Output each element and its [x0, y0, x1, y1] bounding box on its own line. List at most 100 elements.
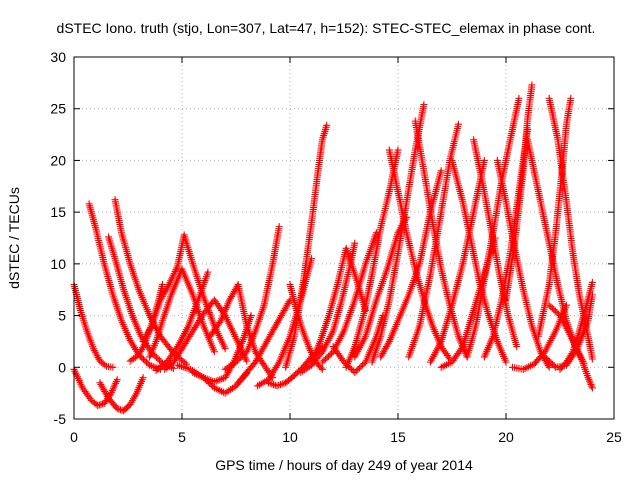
track-marker — [195, 317, 203, 325]
y-tick-label: 10 — [50, 256, 66, 272]
track-marker — [285, 298, 293, 306]
data-point — [329, 327, 337, 335]
track-marker — [186, 332, 194, 340]
data-point — [318, 365, 326, 373]
data-point — [105, 394, 113, 402]
data-point — [282, 363, 290, 371]
data-point — [85, 200, 93, 208]
data-point — [485, 312, 493, 320]
data-point — [232, 334, 240, 342]
data-point — [448, 156, 456, 164]
data-point — [405, 353, 413, 361]
data-point — [470, 306, 478, 314]
data-point — [146, 353, 154, 361]
data-point — [282, 379, 290, 387]
track-marker — [152, 353, 160, 361]
track-marker — [194, 318, 202, 326]
data-point — [226, 296, 234, 304]
data-point — [200, 322, 208, 330]
data-marks — [70, 81, 596, 415]
track-marker — [278, 380, 286, 388]
data-point — [100, 399, 108, 407]
data-point — [254, 382, 262, 390]
data-point — [385, 187, 393, 195]
data-point — [299, 281, 307, 289]
track-marker — [197, 313, 205, 321]
track-marker — [151, 352, 159, 360]
data-point — [178, 265, 186, 273]
data-point — [385, 296, 393, 304]
series-29 — [405, 120, 462, 361]
data-point — [437, 265, 445, 273]
data-point — [411, 146, 419, 154]
track-marker — [238, 352, 246, 360]
data-point — [243, 322, 251, 330]
data-point — [377, 224, 385, 232]
track-marker — [138, 354, 146, 362]
track-marker — [183, 336, 191, 344]
track-marker — [240, 351, 248, 359]
data-point — [189, 260, 197, 268]
series-1 — [70, 365, 121, 410]
track-marker — [187, 331, 195, 339]
data-point — [238, 337, 246, 345]
data-point — [89, 345, 97, 353]
data-point — [109, 291, 117, 299]
data-point — [448, 301, 456, 309]
data-point — [146, 361, 154, 369]
data-point — [234, 281, 242, 289]
data-point — [416, 322, 424, 330]
data-point — [94, 402, 102, 410]
data-point — [426, 270, 434, 278]
track-marker — [216, 318, 224, 326]
track-marker — [445, 353, 453, 361]
track-marker — [81, 388, 89, 396]
track-marker — [172, 344, 180, 352]
data-point — [351, 343, 359, 351]
y-tick-label: -5 — [54, 411, 67, 427]
data-point — [243, 357, 251, 365]
track-marker — [82, 389, 90, 397]
data-point — [169, 364, 177, 372]
series-28 — [385, 146, 454, 363]
data-point — [416, 260, 424, 268]
data-point — [247, 312, 255, 320]
y-tick-label: 25 — [50, 101, 66, 117]
series-30 — [411, 117, 471, 361]
data-point — [403, 229, 411, 237]
data-point — [135, 351, 143, 359]
data-point — [221, 389, 229, 397]
track-marker — [93, 352, 101, 360]
track-marker — [192, 322, 200, 330]
track-marker — [261, 363, 269, 371]
data-point — [323, 121, 331, 129]
data-point — [109, 363, 117, 371]
data-point — [126, 401, 134, 409]
series-2 — [96, 374, 147, 415]
data-point — [200, 310, 208, 318]
data-point — [189, 327, 197, 335]
track-marker — [320, 357, 328, 365]
series-35 — [470, 136, 521, 351]
data-point — [459, 198, 467, 206]
data-point — [385, 146, 393, 154]
data-point — [200, 374, 208, 382]
track-marker — [181, 339, 189, 347]
track-marker — [139, 344, 147, 352]
data-point — [92, 224, 100, 232]
series-14 — [221, 223, 283, 373]
data-point — [251, 358, 259, 366]
data-point — [269, 260, 277, 268]
data-point — [420, 101, 428, 109]
data-point — [318, 348, 326, 356]
data-point — [394, 187, 402, 195]
data-point — [167, 291, 175, 299]
track-marker — [321, 355, 329, 363]
data-point — [139, 337, 147, 345]
data-point — [83, 327, 91, 335]
data-point — [372, 296, 380, 304]
data-point — [159, 281, 167, 289]
track-marker — [263, 365, 271, 373]
data-point — [169, 358, 177, 366]
data-point — [135, 286, 143, 294]
